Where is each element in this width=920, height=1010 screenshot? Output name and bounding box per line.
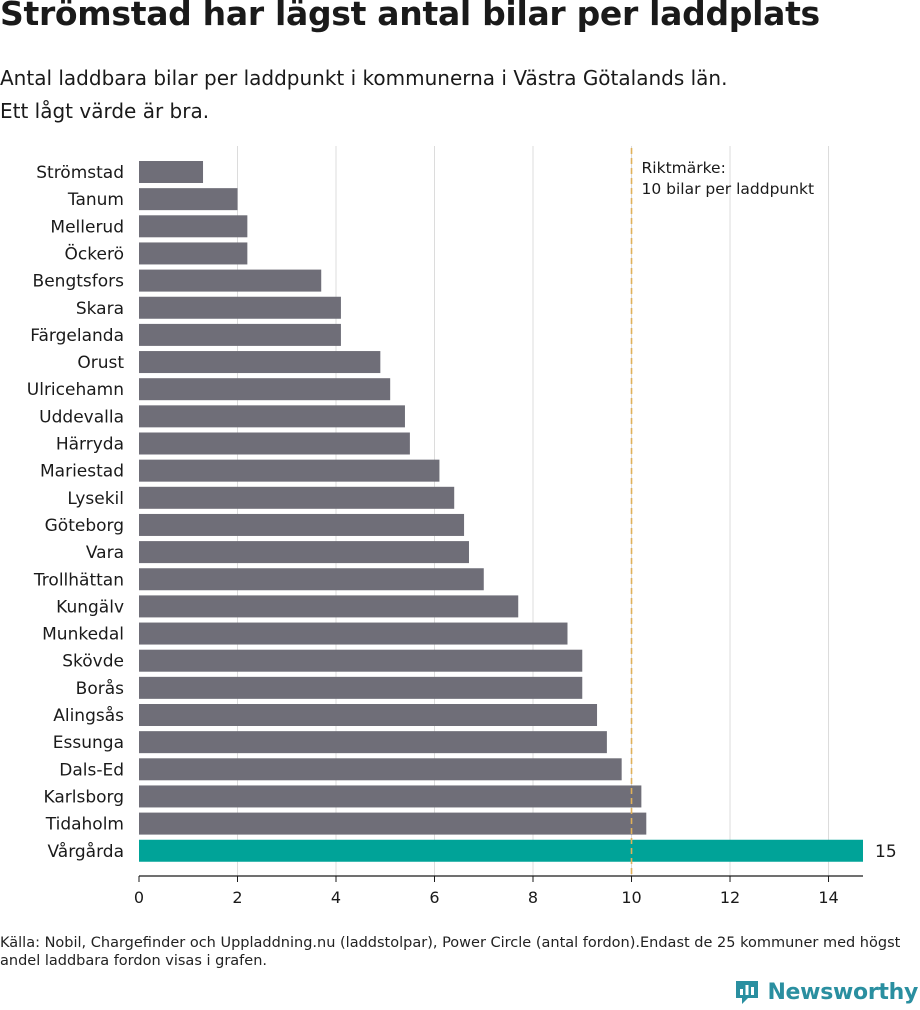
category-label: Öckerö xyxy=(65,242,124,264)
bar xyxy=(139,513,465,536)
category-label: Härryda xyxy=(56,435,124,455)
category-label: Dals-Ed xyxy=(59,760,124,780)
bar-chart: Strömstad Tanum Mellerud Öckerö Bengtsfors Sk… xyxy=(27,146,897,907)
x-tick-label: 10 xyxy=(621,888,641,907)
category-label: Orust xyxy=(77,353,124,373)
bar xyxy=(139,812,647,835)
category-label: Färgelanda xyxy=(30,326,124,346)
category-label: Karlsborg xyxy=(43,787,124,807)
bar xyxy=(139,378,391,401)
bar xyxy=(139,351,381,374)
category-label: Skövde xyxy=(62,652,124,672)
bar xyxy=(139,242,248,265)
bar xyxy=(139,486,455,509)
category-label: Alingsås xyxy=(53,705,124,726)
bar xyxy=(139,541,469,564)
category-label: Mariestad xyxy=(40,462,124,482)
chart-title: Strömstad har lägst antal bilar per ladd… xyxy=(0,0,820,33)
category-label: Bengtsfors xyxy=(33,272,125,292)
bar xyxy=(139,649,583,672)
bar xyxy=(139,405,405,428)
data-label: 15 xyxy=(875,842,897,862)
newsworthy-logo: Newsworthy xyxy=(733,978,918,1006)
x-tick-label: 0 xyxy=(134,888,144,907)
bar xyxy=(139,568,484,591)
bar xyxy=(139,785,642,808)
bar xyxy=(139,432,410,455)
subtitle-line-1: Antal laddbara bilar per laddpunkt i kom… xyxy=(0,66,728,90)
bar xyxy=(139,161,204,183)
category-label: Lysekil xyxy=(67,489,124,509)
category-label: Vara xyxy=(86,543,124,563)
bar xyxy=(139,269,322,292)
bar xyxy=(139,704,598,726)
bar xyxy=(139,731,607,754)
category-label: Essunga xyxy=(53,733,124,753)
bar xyxy=(139,622,568,645)
reference-label: Riktmärke: xyxy=(642,159,726,177)
x-tick-label: 4 xyxy=(331,888,341,907)
bar xyxy=(139,839,863,862)
category-label: Göteborg xyxy=(45,516,124,536)
x-tick-label: 8 xyxy=(528,888,538,907)
category-label: Kungälv xyxy=(56,597,124,617)
category-label: Mellerud xyxy=(50,217,124,237)
x-tick-label: 14 xyxy=(818,888,838,907)
bar xyxy=(139,758,622,781)
category-label: Strömstad xyxy=(36,163,124,183)
chart-subtitle: Antal laddbara bilar per laddpunkt i kom… xyxy=(0,62,727,128)
bar xyxy=(139,296,341,319)
category-label: Munkedal xyxy=(42,625,124,645)
category-label: Borås xyxy=(76,678,124,699)
bar xyxy=(139,215,248,238)
x-tick-label: 12 xyxy=(720,888,740,907)
category-label: Tidaholm xyxy=(45,815,124,835)
x-tick-label: 6 xyxy=(429,888,439,907)
bar xyxy=(139,459,440,482)
bar xyxy=(139,595,519,618)
category-label: Ulricehamn xyxy=(27,380,124,400)
category-label: Trollhättan xyxy=(33,570,124,590)
bar xyxy=(139,323,341,346)
reference-label: 10 bilar per laddpunkt xyxy=(642,180,815,198)
bar xyxy=(139,188,238,211)
source-note: Källa: Nobil, Chargefinder och Uppladdni… xyxy=(0,935,901,969)
x-tick-label: 2 xyxy=(232,888,242,907)
brand-name: Newsworthy xyxy=(767,979,918,1005)
bar xyxy=(139,676,583,699)
category-label: Tanum xyxy=(67,190,124,210)
bar-chart-logo-icon xyxy=(736,981,759,1004)
category-label: Skara xyxy=(76,299,124,319)
category-label: Vårgårda xyxy=(47,841,124,862)
category-label: Uddevalla xyxy=(39,407,124,427)
subtitle-line-2: Ett lågt värde är bra. xyxy=(0,99,210,123)
